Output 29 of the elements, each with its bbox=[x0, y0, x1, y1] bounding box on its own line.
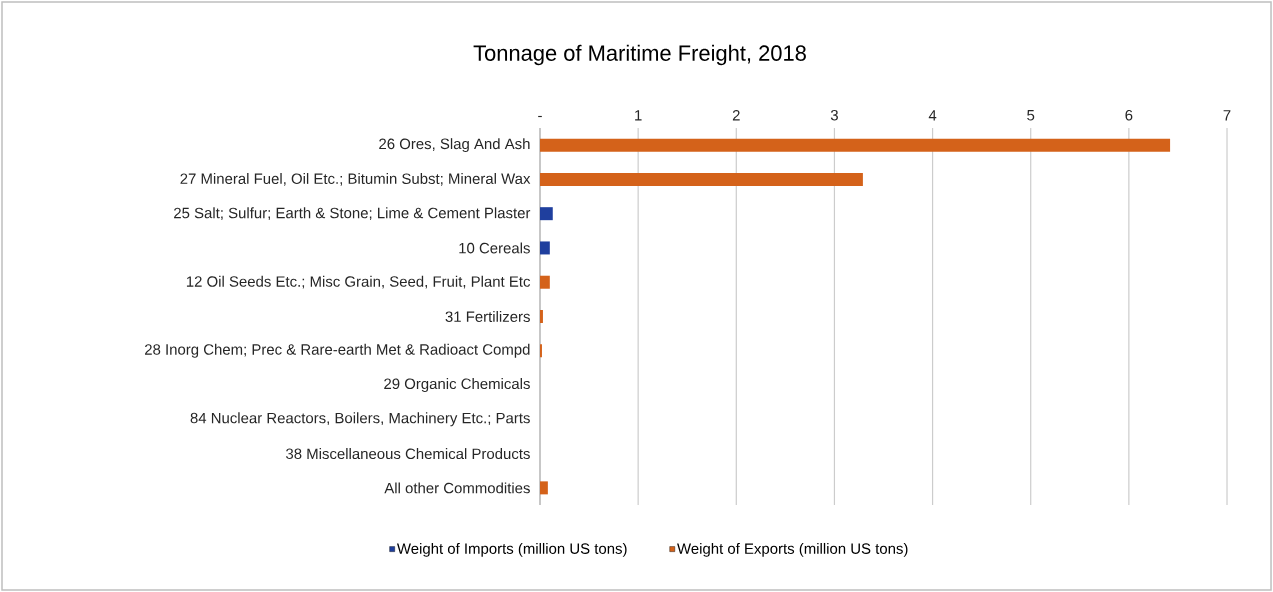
x-tick-label: 3 bbox=[830, 109, 838, 121]
bar bbox=[540, 172, 863, 186]
y-tick-label: 12 Oil Seeds Etc.; Misc Grain, Seed, Fruit, Plant Etc bbox=[186, 275, 531, 289]
x-tick-label: 6 bbox=[1125, 109, 1133, 121]
y-tick-label: 28 Inorg Chem; Prec & Rare-earth Met & Radioact Compd bbox=[145, 343, 530, 358]
y-tick-label: 38 Miscellaneous Chemical Products bbox=[286, 448, 530, 460]
x-tick-label: 2 bbox=[732, 110, 740, 121]
bar bbox=[540, 481, 548, 495]
bar bbox=[540, 207, 553, 221]
y-tick-label: 31 Fertilizers bbox=[445, 311, 530, 322]
y-tick-label: 25 Salt; Sulfur; Earth & Stone; Lime & Cement Plaster bbox=[174, 207, 531, 221]
y-tick-label: All other Commodities bbox=[384, 482, 530, 494]
chart-title: Tonnage of Maritime Freight, 2018 bbox=[473, 44, 806, 66]
x-tick-label: 7 bbox=[1223, 110, 1231, 121]
x-tick-label: 5 bbox=[1027, 110, 1035, 121]
x-tick-label: - bbox=[538, 115, 542, 118]
bar bbox=[540, 138, 1171, 152]
legend-label: Weight of Imports (million US tons) bbox=[396, 542, 627, 557]
x-tick-label: 4 bbox=[928, 110, 937, 121]
bar bbox=[540, 275, 550, 289]
y-tick-label: 84 Nuclear Reactors, Boilers, Machinery Etc.; Parts bbox=[190, 412, 530, 427]
y-tick-label: 27 Mineral Fuel, Oil Etc.; Bitumin Subst; Mineral Wax bbox=[180, 173, 531, 186]
bar bbox=[540, 241, 550, 255]
legend-label: Weight of Exports (million US tons) bbox=[677, 542, 908, 557]
bar bbox=[540, 310, 543, 323]
y-tick-label: 10 Cereals bbox=[459, 242, 530, 254]
x-tick-label: 1 bbox=[635, 110, 642, 121]
y-tick-label: 29 Organic Chemicals bbox=[384, 378, 530, 392]
y-tick-label: 26 Ores, Slag And Ash bbox=[379, 138, 530, 153]
